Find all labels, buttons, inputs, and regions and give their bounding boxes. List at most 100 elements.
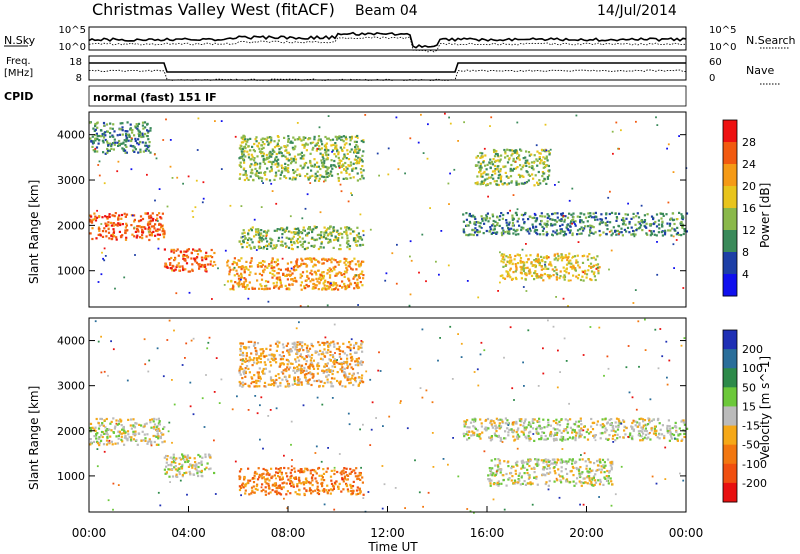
scatter-cell bbox=[166, 455, 169, 458]
scatter-cell bbox=[291, 383, 294, 386]
scatter-cell bbox=[192, 248, 195, 251]
scatter-cell bbox=[326, 304, 329, 307]
scatter-cell bbox=[243, 369, 246, 372]
scatter-cell bbox=[287, 151, 290, 154]
scatter-cell bbox=[516, 121, 519, 124]
scatter-cell bbox=[199, 455, 202, 458]
scatter-cell bbox=[297, 233, 300, 236]
scatter-cell bbox=[161, 441, 164, 444]
scatter-cell bbox=[155, 157, 158, 160]
scatter-cell bbox=[302, 229, 305, 232]
scatter-cell bbox=[254, 161, 257, 164]
scatter-cell bbox=[524, 418, 527, 421]
scatter-cell bbox=[331, 270, 334, 273]
scatter-cell bbox=[467, 433, 470, 436]
scatter-cell bbox=[548, 215, 551, 218]
scatter-cell bbox=[359, 272, 362, 276]
scatter-cell bbox=[463, 425, 466, 428]
scatter-cell bbox=[101, 235, 105, 238]
scatter-cell bbox=[632, 233, 635, 236]
scatter-cell bbox=[281, 233, 284, 236]
scatter-cell bbox=[610, 480, 613, 483]
scatter-cell bbox=[132, 430, 135, 433]
scatter-cell bbox=[343, 475, 347, 478]
scatter-cell bbox=[645, 437, 648, 440]
scatter-cell bbox=[500, 254, 503, 257]
scatter-cell bbox=[589, 265, 593, 268]
scatter-cell bbox=[196, 249, 199, 252]
scatter-cell bbox=[409, 255, 411, 258]
scatter-cell bbox=[121, 129, 124, 132]
scatter-cell bbox=[479, 168, 482, 171]
scatter-cell bbox=[549, 224, 553, 227]
scatter-cell bbox=[144, 126, 147, 129]
scatter-cell bbox=[358, 488, 361, 491]
scatter-cell bbox=[635, 215, 638, 218]
scatter-cell bbox=[105, 439, 109, 442]
scatter-cell bbox=[331, 354, 335, 357]
scatter-cell bbox=[252, 358, 255, 362]
scatter-cell bbox=[551, 458, 554, 461]
scatter-cell bbox=[158, 212, 161, 215]
scatter-cell bbox=[204, 453, 207, 456]
scatter-cell bbox=[663, 233, 667, 236]
scatter-cell bbox=[527, 477, 530, 480]
scatter-cell bbox=[305, 142, 308, 145]
scatter-cell bbox=[325, 158, 328, 161]
scatter-cell bbox=[254, 167, 257, 170]
scatter-cell bbox=[362, 139, 365, 142]
scatter-cell bbox=[638, 423, 641, 426]
scatter-cell bbox=[331, 174, 334, 177]
scatter-cell bbox=[237, 281, 241, 285]
scatter-cell bbox=[120, 435, 123, 438]
scatter-cell bbox=[292, 266, 296, 269]
scatter-cell bbox=[568, 212, 571, 215]
scatter-cell bbox=[124, 226, 127, 229]
scatter-cell bbox=[116, 134, 119, 137]
scatter-cell bbox=[294, 231, 297, 234]
scatter-cell bbox=[360, 158, 363, 161]
scatter-cell bbox=[333, 472, 336, 476]
scatter-cell bbox=[527, 173, 530, 176]
scatter-cell bbox=[244, 138, 247, 141]
scatter-cell bbox=[307, 277, 310, 280]
scatter-cell bbox=[356, 160, 359, 163]
scatter-cell bbox=[142, 439, 145, 442]
scatter-cell bbox=[311, 236, 314, 239]
scatter-cell bbox=[240, 150, 243, 153]
scatter-cell bbox=[275, 244, 278, 247]
scatter-cell bbox=[117, 217, 120, 220]
scatter-cell bbox=[284, 368, 287, 371]
scatter-cell bbox=[587, 470, 590, 473]
scatter-cell bbox=[271, 148, 274, 151]
scatter-cell bbox=[577, 425, 580, 428]
scatter-cell bbox=[249, 164, 252, 167]
scatter-cell bbox=[333, 238, 336, 242]
scatter-cell bbox=[290, 278, 293, 281]
scatter-cell bbox=[313, 469, 316, 472]
scatter-cell bbox=[356, 278, 359, 281]
scatter-cell bbox=[112, 231, 115, 235]
scatter-cell bbox=[350, 377, 353, 380]
scatter-cell bbox=[520, 168, 523, 171]
scatter-cell bbox=[269, 245, 272, 248]
scatter-cell bbox=[543, 222, 546, 225]
scatter-cell bbox=[247, 340, 250, 343]
scatter-cell bbox=[106, 140, 109, 143]
scatter-cell bbox=[523, 221, 526, 224]
scatter-cell bbox=[162, 233, 165, 236]
scatter-cell bbox=[254, 487, 257, 491]
scatter-cell bbox=[253, 343, 256, 346]
scatter-cell bbox=[661, 220, 664, 223]
scatter-cell bbox=[318, 145, 321, 148]
scatter-cell bbox=[482, 181, 485, 185]
scatter-cell bbox=[94, 429, 97, 433]
scatter-cell bbox=[264, 493, 267, 496]
scatter-cell bbox=[489, 479, 492, 482]
scatter-cell bbox=[489, 125, 491, 127]
scatter-cell bbox=[102, 141, 105, 144]
scatter-cell bbox=[478, 225, 481, 228]
scatter-cell bbox=[309, 472, 312, 475]
scatter-cell bbox=[488, 467, 491, 470]
scatter-cell bbox=[102, 132, 106, 135]
